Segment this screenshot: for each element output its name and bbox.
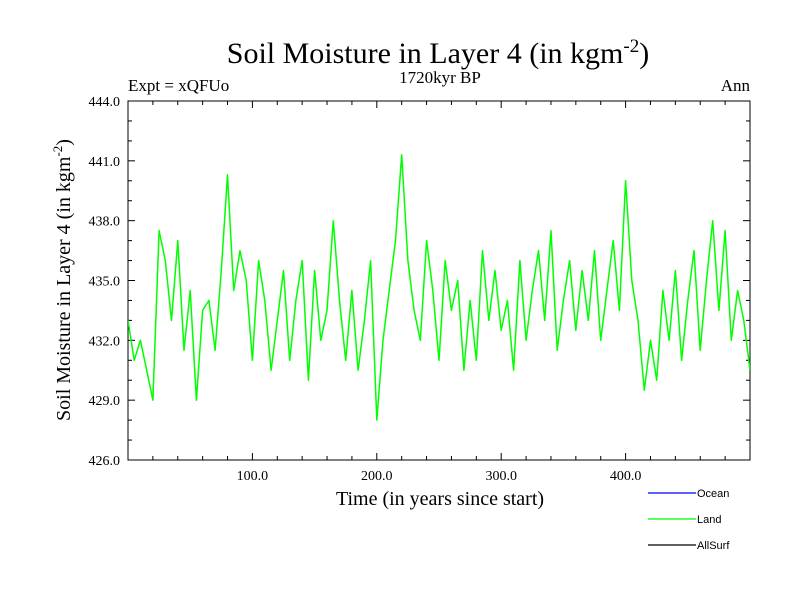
legend: Ocean Land AllSurf [648, 488, 730, 552]
season-label: Ann [721, 76, 751, 95]
y-tick-label: 438.0 [89, 215, 121, 230]
x-axis-label: Time (in years since start) [336, 488, 544, 510]
legend-label-allsurf: AllSurf [697, 540, 730, 552]
y-tick-label: 429.0 [89, 394, 121, 409]
x-tick-label: 200.0 [361, 469, 393, 484]
y-tick-label: 444.0 [89, 95, 121, 110]
chart-title: Soil Moisture in Layer 4 (in kgm-2) [227, 36, 649, 70]
legend-label-ocean: Ocean [697, 488, 729, 500]
x-tick-label: 400.0 [610, 469, 642, 484]
series-layer [128, 154, 750, 421]
chart-subtitle: 1720kyr BP [399, 68, 481, 87]
y-tick-label: 432.0 [89, 334, 121, 349]
y-tick-label: 426.0 [89, 454, 121, 469]
x-axis: 100.0 200.0 300.0 400.0 [152, 101, 726, 484]
x-tick-label: 100.0 [237, 469, 269, 484]
y-axis: 426.0 429.0 432.0 435.0 438.0 441.0 444.0 [89, 95, 750, 469]
experiment-label: Expt = xQFUo [128, 76, 229, 95]
y-tick-label: 435.0 [89, 275, 121, 290]
x-tick-label: 300.0 [485, 469, 517, 484]
y-tick-label: 441.0 [89, 155, 121, 170]
y-axis-label: Soil Moisture in Layer 4 (in kgm-2) [50, 139, 75, 421]
series-line-land [128, 154, 750, 421]
legend-label-land: Land [697, 514, 721, 526]
